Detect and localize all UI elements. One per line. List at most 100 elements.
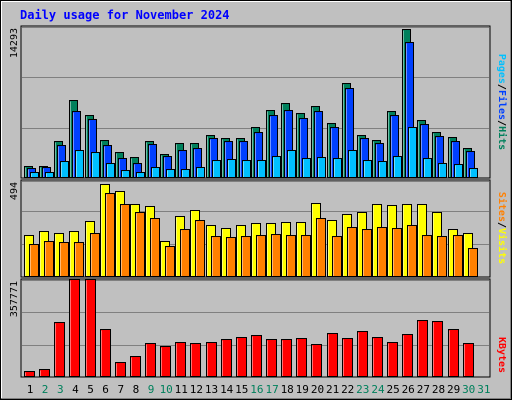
bar-sites xyxy=(422,235,432,277)
bar-kbytes xyxy=(417,320,428,377)
bar-sites xyxy=(437,236,447,277)
bar-sites xyxy=(377,227,387,277)
bar-kbytes xyxy=(85,279,96,377)
bar-sites xyxy=(59,242,69,277)
day-label: 8 xyxy=(133,383,140,396)
day-label: 1 xyxy=(27,383,34,396)
y-max-label: 357771 xyxy=(9,281,20,317)
bar-sites xyxy=(226,237,236,277)
day-label: 2 xyxy=(42,383,49,396)
bar-kbytes xyxy=(221,339,232,377)
bar-sites xyxy=(286,235,296,277)
bar-sites xyxy=(316,218,326,277)
bar-kbytes xyxy=(327,333,338,377)
day-label: 5 xyxy=(87,383,94,396)
bar-kbytes xyxy=(251,335,262,377)
day-label: 14 xyxy=(220,383,234,396)
bar-sites xyxy=(241,236,251,277)
bar-kbytes xyxy=(432,321,443,377)
day-label: 3 xyxy=(57,383,64,396)
bar-kbytes xyxy=(448,329,459,377)
bar-pages xyxy=(454,164,463,178)
day-label: 18 xyxy=(281,383,294,396)
bar-pages xyxy=(378,161,387,178)
day-label: 17 xyxy=(265,383,278,396)
bar-pages xyxy=(91,152,100,178)
bar-kbytes xyxy=(54,322,65,377)
bar-sites xyxy=(453,235,463,277)
bar-sites xyxy=(301,235,311,277)
bar-kbytes xyxy=(175,342,186,377)
bar-pages xyxy=(333,158,342,178)
day-label: 30 xyxy=(462,383,475,396)
bar-sites xyxy=(105,193,115,277)
bar-pages xyxy=(75,150,84,178)
bar-pages xyxy=(393,156,402,178)
bar-sites xyxy=(180,229,190,277)
legend-kbytes: KBytes xyxy=(496,337,507,373)
legend-visits: Visits xyxy=(496,228,508,264)
bar-pages xyxy=(30,172,39,178)
day-label: 24 xyxy=(371,383,385,396)
day-label: 23 xyxy=(356,383,369,396)
bar-pages xyxy=(348,150,357,178)
bar-pages xyxy=(423,158,432,178)
day-label: 19 xyxy=(296,383,309,396)
bar-pages xyxy=(302,158,311,178)
bar-pages xyxy=(45,172,54,178)
y-max-label: 14293 xyxy=(9,28,20,58)
bar-sites xyxy=(90,233,100,277)
kbytes-panel: 357771 KBytes xyxy=(9,278,507,378)
chart-title: Daily usage for November 2024 xyxy=(20,8,230,22)
legend-separator: / xyxy=(496,84,507,90)
bar-pages xyxy=(272,156,281,178)
legend-separator: / xyxy=(496,120,507,126)
bar-kbytes xyxy=(357,331,368,377)
day-label: 20 xyxy=(311,383,324,396)
day-label: 22 xyxy=(341,383,354,396)
bar-sites xyxy=(407,225,417,277)
day-label: 28 xyxy=(432,383,445,396)
bar-pages xyxy=(196,167,205,178)
day-label: 21 xyxy=(326,383,339,396)
bar-pages xyxy=(469,168,478,178)
bar-pages xyxy=(166,169,175,178)
bar-pages xyxy=(121,170,130,178)
legend-separator: / xyxy=(496,222,507,228)
bar-sites xyxy=(44,241,54,277)
bar-kbytes xyxy=(296,338,307,377)
bar-pages xyxy=(227,159,236,178)
day-label: 25 xyxy=(386,383,399,396)
day-label: 29 xyxy=(447,383,460,396)
legend: Sites/Visits xyxy=(496,192,508,264)
day-label: 12 xyxy=(190,383,203,396)
bar-pages xyxy=(136,172,145,178)
bar-kbytes xyxy=(39,369,50,377)
bar-kbytes xyxy=(206,342,217,377)
bar-pages xyxy=(212,160,221,178)
bar-sites xyxy=(120,204,130,277)
legend-pages: Pages xyxy=(496,54,507,84)
bar-kbytes xyxy=(236,337,247,377)
day-label: 27 xyxy=(417,383,430,396)
bar-pages xyxy=(106,163,115,178)
day-label: 16 xyxy=(250,383,263,396)
bar-pages xyxy=(438,163,447,178)
bar-kbytes xyxy=(69,279,80,377)
bar-pages xyxy=(60,161,69,178)
bar-sites xyxy=(211,236,221,277)
bar-kbytes xyxy=(402,334,413,377)
day-label: 4 xyxy=(72,383,79,396)
legend: KBytes xyxy=(496,337,507,373)
day-label: 15 xyxy=(235,383,248,396)
bar-pages xyxy=(257,160,266,178)
bar-kbytes xyxy=(115,362,126,377)
visits-panel: 494 Sites/Visits xyxy=(9,179,508,278)
bar-pages xyxy=(363,160,372,178)
legend-hits: Hits xyxy=(496,126,508,150)
bar-sites xyxy=(135,212,145,277)
bar-sites xyxy=(392,228,402,277)
day-label: 11 xyxy=(175,383,188,396)
